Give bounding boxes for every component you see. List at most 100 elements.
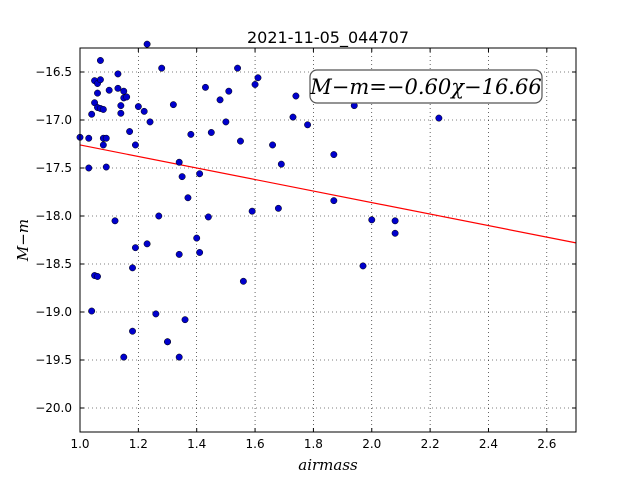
ticks [79, 48, 576, 432]
data-point [204, 213, 212, 221]
data-point [193, 234, 201, 242]
data-point [129, 264, 136, 272]
data-point [129, 327, 136, 335]
data-point [155, 212, 163, 220]
plot-frame [79, 47, 577, 433]
data-point [143, 240, 151, 248]
data-point [140, 107, 148, 115]
x-tick-label: 1.4 [187, 437, 206, 451]
annotation-text: M−m=−0.60χ−16.66 [309, 75, 541, 99]
y-tick-label: −18.0 [35, 209, 72, 223]
data-point [175, 250, 183, 258]
fit-annotation: M−m=−0.60χ−16.66 [309, 69, 543, 104]
data-point [292, 92, 300, 100]
y-tick-labels: −16.5 −17.0 −17.5 −18.0 −18.5 −19.0 −19.5 −20.0 [35, 65, 72, 415]
data-point [207, 129, 215, 136]
data-point [105, 86, 113, 94]
data-points [76, 40, 443, 361]
data-point [114, 70, 122, 78]
y-axis-label: M−m [14, 219, 32, 262]
x-tick-label: 2.6 [537, 437, 556, 451]
data-point [94, 273, 101, 280]
x-tick-label: 2.4 [479, 437, 498, 451]
data-point [96, 76, 104, 84]
data-point [146, 118, 154, 126]
data-point [175, 158, 183, 166]
data-point [237, 137, 244, 145]
plot-area [80, 48, 576, 432]
fit-line-group [79, 144, 577, 244]
data-point [359, 262, 367, 270]
data-point [178, 173, 186, 181]
data-point [152, 310, 160, 318]
data-point [368, 216, 376, 224]
data-point [391, 229, 399, 237]
x-tick-label: 1.2 [129, 437, 148, 451]
data-point [175, 353, 183, 361]
y-tick-label: −17.5 [35, 161, 72, 175]
data-point [88, 110, 96, 118]
x-tick-label: 1.0 [70, 437, 89, 451]
x-axis-label: airmass [298, 456, 358, 474]
data-point [196, 249, 204, 256]
data-point [187, 130, 195, 138]
data-point [289, 113, 297, 121]
data-point [274, 204, 282, 212]
data-point [85, 134, 93, 142]
data-point [131, 244, 139, 252]
data-point [117, 109, 125, 117]
data-point [114, 84, 122, 92]
y-tick-label: −16.5 [35, 65, 72, 79]
data-point [120, 353, 128, 361]
data-point [134, 103, 142, 111]
chart-title: 2021-11-05_044707 [247, 28, 409, 48]
y-tick-label: −17.0 [35, 113, 72, 127]
data-point [225, 87, 233, 95]
data-point [202, 83, 209, 91]
data-point [164, 338, 171, 346]
data-point [131, 141, 139, 149]
data-point [239, 277, 247, 285]
data-point [169, 101, 177, 109]
y-tick-label: −18.5 [35, 257, 72, 271]
annotation-box [309, 69, 543, 104]
data-point [254, 74, 262, 82]
data-point [391, 217, 399, 225]
data-point [102, 134, 110, 142]
data-point [88, 307, 96, 315]
data-point [123, 93, 131, 101]
y-tick-label: −20.0 [35, 401, 72, 415]
data-point [120, 87, 128, 95]
y-tick-label: −19.5 [35, 353, 72, 367]
data-point [248, 207, 256, 215]
data-point [216, 96, 224, 104]
x-tick-label: 1.6 [246, 437, 265, 451]
data-point [251, 81, 259, 88]
data-point [85, 164, 93, 172]
data-point [181, 316, 189, 324]
data-point [94, 89, 101, 97]
data-point [96, 57, 104, 64]
data-point [222, 118, 230, 126]
y-tick-label: −19.0 [35, 305, 72, 319]
data-point [158, 64, 166, 72]
data-point [330, 197, 338, 205]
data-point [435, 114, 443, 122]
data-point [330, 151, 338, 159]
data-point [126, 128, 134, 135]
data-point [102, 163, 110, 171]
data-point [196, 170, 204, 178]
x-tick-labels: 1.0 1.2 1.4 1.6 1.8 2.0 2.2 2.4 2.6 [70, 437, 556, 451]
data-point [234, 64, 242, 72]
x-tick-label: 2.0 [362, 437, 381, 451]
x-tick-label: 1.8 [304, 437, 323, 451]
data-point [99, 105, 107, 113]
data-point [304, 121, 312, 129]
data-point [111, 217, 119, 225]
data-point [277, 160, 285, 168]
data-point [143, 40, 151, 48]
data-point [99, 141, 107, 149]
data-point [184, 194, 192, 202]
data-point [269, 141, 277, 149]
